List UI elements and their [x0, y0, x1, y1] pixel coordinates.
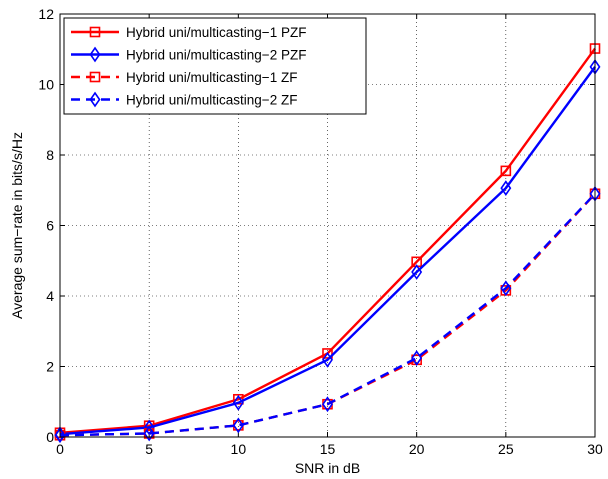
x-tick-label: 15: [320, 441, 336, 457]
x-tick-label: 30: [587, 441, 603, 457]
data-point: [500, 165, 512, 177]
y-tick-label: 12: [38, 6, 54, 22]
legend-label: Hybrid uni/multicasting−1 PZF: [126, 25, 306, 40]
y-tick-label: 10: [38, 77, 54, 93]
data-point: [232, 394, 244, 411]
x-tick-label: 5: [145, 441, 153, 457]
x-tick-label: 10: [231, 441, 247, 457]
data-point: [322, 351, 333, 368]
data-point: [500, 280, 512, 297]
y-tick-label: 4: [46, 288, 54, 304]
x-axis-label: SNR in dB: [295, 460, 360, 476]
legend-label: Hybrid uni/multicasting−2 PZF: [126, 48, 306, 63]
series-line: [59, 192, 596, 437]
legend-box: [63, 17, 367, 115]
legend-label: Hybrid uni/multicasting−1 ZF: [126, 70, 297, 85]
plot-frame: [59, 13, 596, 438]
data-point: [322, 396, 333, 413]
data-point: [500, 180, 512, 197]
legend-item: Hybrid uni/multicasting−1 ZF: [71, 70, 297, 85]
y-axis-label: Average sum−rate in bits/s/Hz: [9, 132, 25, 319]
legend-marker: [89, 71, 101, 83]
x-tick-label: 0: [56, 441, 64, 457]
legend-marker: [89, 91, 101, 108]
legend-item: Hybrid uni/multicasting−1 PZF: [71, 25, 306, 40]
legend-marker: [89, 46, 101, 63]
legend-marker: [89, 26, 101, 38]
data-point: [143, 419, 155, 436]
data-point: [411, 350, 423, 366]
x-tick-label: 20: [409, 441, 425, 457]
y-tick-label: 6: [46, 218, 54, 234]
data-point: [411, 264, 423, 280]
y-tick-label: 2: [46, 359, 54, 375]
legend-label: Hybrid uni/multicasting−2 ZF: [126, 93, 297, 108]
legend-item: Hybrid uni/multicasting−2 PZF: [71, 46, 306, 63]
axis-ticks: 0 5 10 15 20 25 30 0 2 4 6 8 10 12: [38, 6, 603, 457]
y-tick-label: 0: [46, 429, 54, 445]
x-tick-label: 25: [498, 441, 514, 457]
legend-item: Hybrid uni/multicasting−2 ZF: [71, 91, 297, 108]
data-point: [143, 425, 155, 442]
data-point: [54, 427, 66, 444]
series-4: [54, 185, 601, 444]
data-point: [322, 348, 333, 359]
legend: Hybrid uni/multicasting−1 PZF Hybrid uni/…: [63, 17, 367, 115]
data-point: [232, 417, 244, 434]
y-tick-label: 8: [46, 147, 54, 163]
